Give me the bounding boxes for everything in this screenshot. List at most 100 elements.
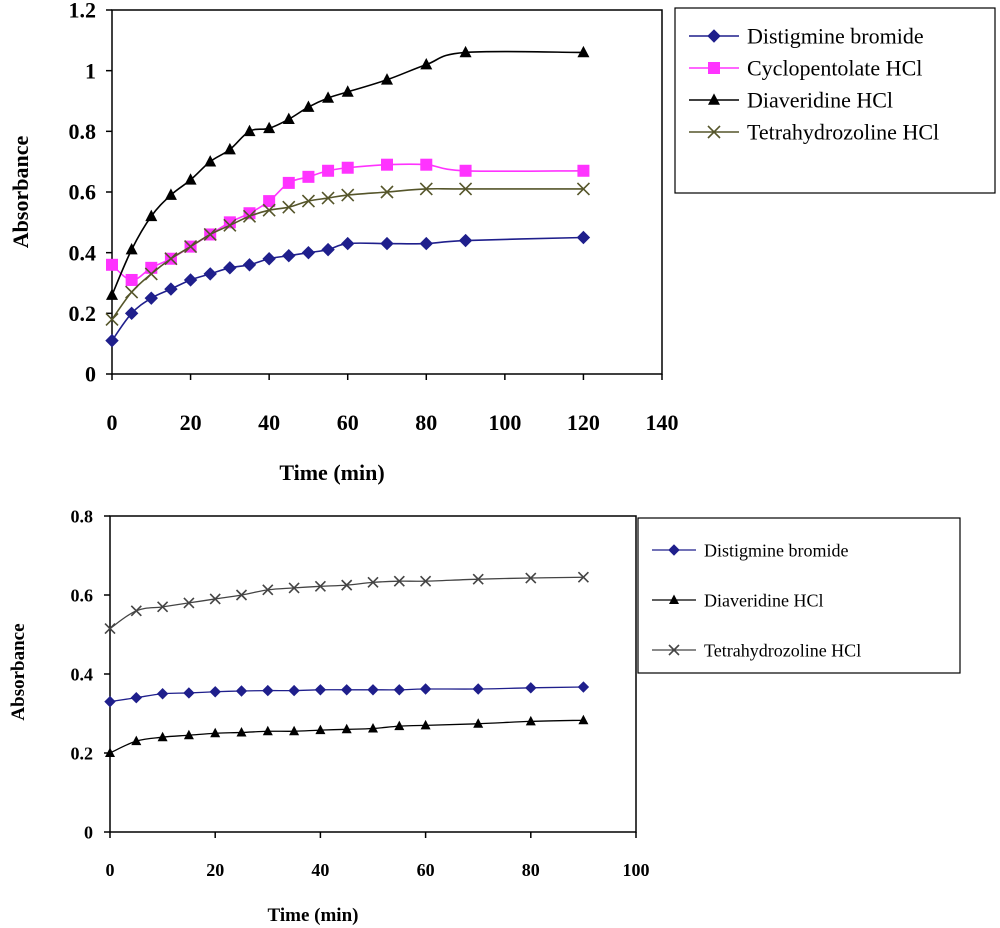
data-point [124, 306, 139, 321]
y-tick-label: 0 [84, 822, 93, 842]
data-point [322, 91, 335, 103]
data-point [282, 248, 296, 263]
series-line [109, 686, 584, 703]
data-point [203, 227, 217, 242]
y-tick-label: 0.6 [69, 180, 97, 205]
data-point [341, 723, 352, 734]
data-point [184, 240, 198, 254]
chart-1: 0 0.2 0.4 0.6 0.8 1 1.2 0 20 40 60 80 100 120 140 Time … [8, 0, 996, 485]
data-point [262, 725, 273, 736]
data-point [105, 747, 115, 757]
data-point [242, 209, 257, 223]
data-point [381, 73, 393, 85]
y-tick-label: 0.6 [71, 585, 94, 605]
series-2 [105, 714, 589, 757]
data-point [131, 735, 142, 746]
data-point [380, 185, 394, 199]
data-point [157, 601, 169, 613]
data-point [210, 727, 221, 738]
series-3 [106, 45, 590, 300]
data-point [282, 112, 295, 124]
data-point [125, 285, 139, 299]
data-point [314, 580, 326, 592]
data-point [262, 203, 276, 217]
data-point [577, 164, 590, 177]
square-icon [708, 62, 720, 74]
data-point [262, 684, 274, 697]
data-point [472, 573, 484, 585]
y-tick-label: 0.8 [69, 119, 97, 144]
legend-item: Diaveridine HCl [689, 88, 893, 113]
data-point [204, 155, 217, 167]
x-tick-label: 40 [311, 860, 329, 880]
data-point [459, 45, 472, 58]
data-point [577, 45, 590, 58]
data-point [341, 161, 354, 174]
data-point [106, 288, 118, 300]
data-point [302, 170, 315, 183]
data-point [105, 333, 119, 348]
data-point [209, 686, 221, 698]
data-point [420, 719, 431, 730]
data-point [145, 261, 158, 274]
data-point [577, 681, 590, 693]
data-point [419, 683, 432, 695]
y-axis-title: Absorbance [8, 623, 29, 720]
legend-label: Cyclopentolate HCl [747, 56, 922, 81]
legend-item: Distigmine bromide [689, 24, 924, 49]
legend-item: Diaveridine HCl [652, 590, 823, 610]
x-tick-label: 60 [417, 860, 435, 880]
data-point [458, 233, 473, 248]
series-line [109, 719, 584, 754]
data-point [105, 312, 119, 326]
data-point [577, 571, 589, 583]
data-point [289, 725, 300, 736]
legend-item: Tetrahydrozoline HCl [689, 120, 939, 145]
data-point [473, 718, 484, 728]
data-point [263, 195, 276, 208]
x-tick-label: 20 [180, 410, 202, 435]
x-tick-label: 20 [206, 860, 224, 880]
data-point [144, 291, 158, 305]
legend-label: Distigmine bromide [704, 540, 848, 560]
chart-2: 0 0.2 0.4 0.6 0.8 0 20 40 60 80 100 Time (min) Absor… [8, 506, 961, 926]
data-point [341, 188, 355, 202]
data-point [157, 731, 168, 742]
data-point [104, 623, 116, 635]
x-tick-label: 80 [415, 410, 437, 435]
data-point [420, 58, 433, 70]
data-point [419, 182, 433, 196]
x-axis-title: Time (min) [279, 460, 384, 485]
data-point [130, 605, 142, 617]
data-point [164, 188, 177, 200]
y-axis-title: Absorbance [8, 136, 33, 249]
legend-item: Cyclopentolate HCl [689, 56, 922, 81]
data-point [578, 714, 589, 725]
data-point [263, 121, 276, 134]
data-point [156, 688, 169, 700]
series-1 [104, 681, 590, 708]
legend: Distigmine bromide Diaveridine HCl Tetrahy… [637, 517, 961, 674]
data-point [164, 282, 178, 296]
legend-label: Distigmine bromide [747, 24, 924, 49]
data-point [203, 267, 217, 281]
x-tick-label: 60 [337, 410, 359, 435]
triangle-icon [708, 93, 720, 105]
data-point [419, 236, 433, 251]
data-point [288, 582, 300, 594]
legend-item: Distigmine bromide [652, 540, 848, 560]
data-point [145, 209, 158, 222]
data-point [243, 124, 256, 137]
x-tick-label: 140 [646, 410, 679, 435]
y-tick-label: 0.4 [71, 664, 94, 684]
data-point [420, 575, 432, 587]
data-point [223, 216, 236, 229]
data-point [341, 579, 353, 591]
y-tick-label: 0.8 [71, 506, 94, 526]
x-tick-label: 0 [106, 860, 115, 880]
data-point [459, 164, 472, 177]
x-tick-label: 100 [623, 860, 650, 880]
triangle-icon [669, 594, 679, 604]
data-point [164, 252, 178, 266]
data-point [262, 252, 276, 266]
